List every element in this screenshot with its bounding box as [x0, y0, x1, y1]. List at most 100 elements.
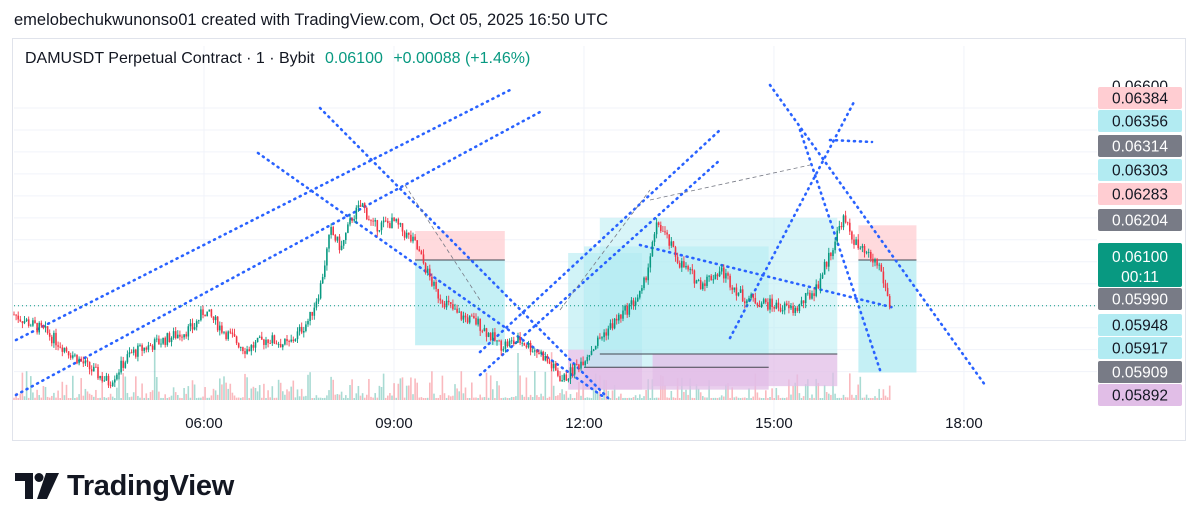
volume-bar — [408, 385, 410, 400]
volume-bar — [771, 388, 773, 400]
volume-bar — [298, 396, 301, 400]
candle-body — [244, 351, 246, 354]
volume-bar — [78, 394, 80, 400]
candle-body — [286, 338, 288, 342]
volume-bar — [607, 390, 610, 400]
volume-bar — [111, 396, 114, 400]
candle-body — [870, 252, 872, 259]
last-price-badge — [1098, 243, 1182, 287]
candle-body — [277, 343, 280, 345]
volume-bar — [828, 393, 830, 400]
volume-bar — [97, 397, 99, 400]
candle-body — [609, 323, 612, 329]
volume-bar — [349, 385, 351, 400]
price-badge — [1098, 135, 1182, 157]
price-badge — [1098, 314, 1182, 336]
volume-bar — [668, 397, 670, 400]
volume-bar — [748, 388, 750, 400]
candle-body — [863, 245, 866, 253]
down-channel-lower — [318, 106, 610, 400]
volume-bar — [653, 397, 656, 400]
candle-body — [279, 343, 282, 348]
candle-body — [594, 345, 597, 350]
swing-dash-3 — [649, 164, 811, 201]
candle-body — [460, 311, 463, 320]
volume-bar — [191, 380, 194, 400]
volume-bar — [765, 390, 767, 400]
candle-body — [517, 336, 519, 343]
volume-bar — [468, 397, 471, 400]
volume-bar — [641, 397, 643, 400]
candle-body — [781, 310, 784, 312]
volume-bar — [179, 397, 181, 400]
candle-body — [130, 352, 133, 354]
volume-bars — [13, 336, 891, 400]
candle-body — [187, 326, 190, 337]
candle-body — [414, 236, 416, 241]
candle-body — [487, 333, 490, 337]
candle-body — [21, 321, 24, 324]
volume-bar — [397, 383, 400, 400]
volume-bar — [342, 397, 345, 400]
candle-body — [802, 300, 805, 304]
volume-bar — [876, 397, 878, 400]
candle-body — [601, 337, 603, 339]
candle-body — [315, 301, 318, 308]
candle-body — [691, 269, 694, 271]
time-tick-label: 15:00 — [755, 415, 793, 432]
volume-bar — [40, 397, 43, 400]
volume-bar — [590, 397, 593, 400]
candle-body — [792, 305, 794, 313]
candle-body — [660, 224, 662, 231]
volume-bar — [832, 372, 834, 400]
candle-body — [208, 309, 211, 312]
volume-bar — [723, 396, 725, 400]
candle-body — [189, 323, 192, 327]
candle-body — [263, 339, 265, 345]
candle-body — [582, 361, 584, 366]
candle-body — [376, 220, 379, 232]
candle-body — [825, 261, 828, 267]
volume-bar — [347, 397, 349, 400]
volume-bar — [458, 391, 460, 400]
volume-bar — [401, 377, 404, 400]
volume-bar — [181, 397, 183, 400]
volume-bar — [538, 397, 540, 400]
volume-bar — [389, 393, 391, 400]
volume-bar — [311, 397, 313, 400]
volume-bar — [550, 352, 553, 400]
candle-body — [93, 366, 95, 372]
candle-body — [630, 300, 633, 305]
candle-body — [859, 247, 862, 249]
volume-bar — [555, 395, 557, 400]
volume-bar — [21, 372, 24, 400]
candle-body — [697, 280, 700, 281]
candle-body — [307, 320, 309, 325]
candle-body — [206, 311, 208, 317]
candle-body — [729, 275, 731, 288]
candle-body — [779, 307, 782, 312]
candle-body — [590, 350, 593, 355]
volume-bar — [882, 389, 885, 400]
candle-body — [229, 331, 232, 333]
volume-bar — [844, 397, 847, 400]
candle-body — [23, 321, 26, 324]
candle-body — [468, 315, 471, 323]
volume-bar — [792, 385, 794, 400]
volume-bar — [678, 397, 681, 400]
candle-body — [359, 205, 362, 207]
candle-body — [114, 379, 116, 383]
volume-bar — [219, 378, 221, 400]
candle-body — [300, 326, 303, 333]
volume-bar — [114, 397, 116, 400]
volume-bar — [691, 397, 694, 400]
candle-body — [540, 351, 542, 355]
candle-body — [521, 342, 523, 344]
volume-bar — [559, 392, 561, 400]
candle-body — [34, 320, 36, 323]
candle-body — [636, 297, 639, 302]
tradingview-brand[interactable]: TradingView — [15, 470, 234, 502]
volume-bar — [164, 394, 166, 400]
chart-panel[interactable] — [12, 38, 1186, 441]
